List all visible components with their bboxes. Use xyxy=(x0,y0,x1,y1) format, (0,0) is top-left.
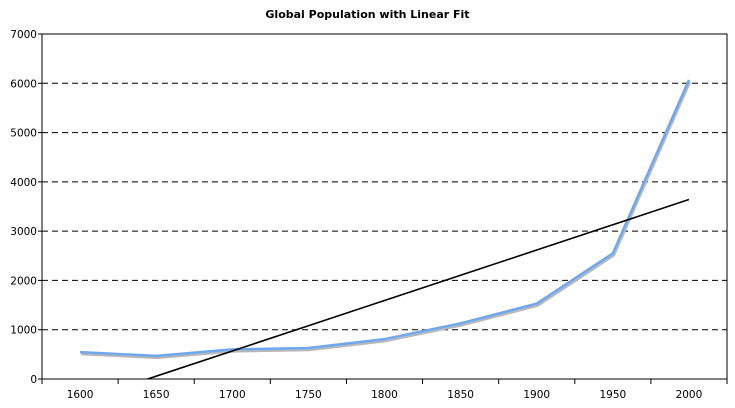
y-tick-label: 3000 xyxy=(10,226,37,238)
x-tick-label: 1800 xyxy=(371,389,398,401)
y-tick-label: 6000 xyxy=(10,78,37,90)
linear-fit-line xyxy=(145,198,690,379)
x-tick-label: 1600 xyxy=(67,389,94,401)
x-tick-label: 1950 xyxy=(599,389,626,401)
population-line-shadow xyxy=(80,81,692,360)
x-tick-label: 1650 xyxy=(143,389,170,401)
x-tick-label: 1900 xyxy=(523,389,550,401)
y-tick-label: 4000 xyxy=(10,177,37,189)
y-tick-label: 0 xyxy=(30,374,37,386)
chart-title: Global Population with Linear Fit xyxy=(265,8,470,21)
x-tick-label: 1700 xyxy=(219,389,246,401)
plot-area-border xyxy=(41,33,728,380)
y-tick-label: 1000 xyxy=(10,325,37,337)
x-tick-label: 1750 xyxy=(295,389,322,401)
x-tick-label: 2000 xyxy=(676,389,703,401)
y-tick-label: 5000 xyxy=(10,128,37,140)
y-tick-label: 7000 xyxy=(10,29,37,41)
y-tick-label: 2000 xyxy=(10,275,37,287)
population-line xyxy=(79,79,691,358)
x-tick-label: 1850 xyxy=(447,389,474,401)
